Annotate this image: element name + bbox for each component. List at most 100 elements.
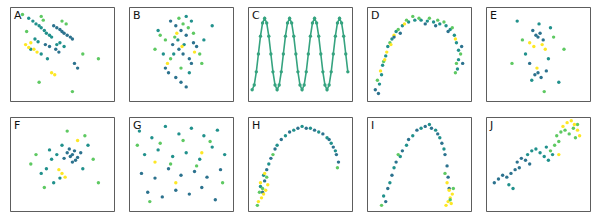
- point: [376, 79, 379, 82]
- point: [552, 35, 555, 38]
- point: [559, 130, 562, 133]
- point: [76, 139, 79, 142]
- point: [48, 148, 51, 151]
- point: [66, 151, 69, 154]
- point: [417, 17, 420, 20]
- point: [426, 19, 429, 22]
- point: [445, 181, 448, 184]
- point: [444, 204, 447, 207]
- point: [53, 73, 56, 76]
- point: [573, 123, 576, 126]
- point: [300, 125, 303, 128]
- x-axis-top: [11, 117, 115, 118]
- point: [179, 29, 182, 32]
- point: [221, 181, 224, 184]
- point: [535, 66, 538, 69]
- point: [284, 34, 287, 37]
- point: [543, 155, 546, 158]
- point: [153, 176, 156, 179]
- point: [520, 157, 523, 160]
- y-axis-right: [352, 118, 353, 212]
- point: [169, 57, 172, 60]
- point: [180, 45, 183, 48]
- axis-line: [487, 117, 591, 118]
- point: [140, 172, 143, 175]
- point: [381, 64, 384, 67]
- point: [169, 19, 172, 22]
- point: [447, 189, 450, 192]
- point: [55, 43, 58, 46]
- axis-line: [352, 118, 353, 212]
- point: [397, 28, 400, 31]
- axis-line: [487, 211, 591, 212]
- point: [305, 127, 308, 130]
- point: [436, 18, 439, 21]
- point: [58, 176, 61, 179]
- x-axis-top: [368, 117, 472, 118]
- axis-line: [590, 8, 591, 102]
- point: [159, 34, 162, 37]
- point: [336, 166, 339, 169]
- panel: J: [487, 118, 591, 212]
- point: [505, 175, 508, 178]
- point: [382, 194, 385, 197]
- point: [454, 37, 457, 40]
- point: [315, 21, 318, 24]
- point: [263, 172, 266, 175]
- point: [179, 174, 182, 177]
- point: [338, 17, 341, 20]
- axis-line: [249, 101, 353, 102]
- point: [551, 153, 554, 156]
- point: [192, 32, 195, 35]
- point: [181, 52, 184, 55]
- panel: H: [249, 118, 353, 212]
- plot-area: [380, 123, 455, 207]
- point: [513, 168, 516, 171]
- point: [71, 37, 74, 40]
- point: [202, 38, 205, 41]
- x-axis-top: [130, 7, 234, 8]
- point: [578, 134, 581, 137]
- point: [547, 57, 550, 60]
- point: [74, 159, 77, 162]
- point: [516, 19, 519, 22]
- point: [164, 66, 167, 69]
- point: [384, 54, 387, 57]
- point: [73, 149, 76, 152]
- point: [549, 149, 552, 152]
- point: [443, 153, 446, 156]
- point: [159, 142, 162, 145]
- point: [307, 52, 310, 55]
- point: [190, 19, 193, 22]
- point: [164, 125, 167, 128]
- point: [60, 172, 63, 175]
- y-axis: [486, 8, 487, 102]
- point: [25, 30, 28, 33]
- point: [298, 83, 301, 86]
- point: [330, 142, 333, 145]
- point: [507, 183, 510, 186]
- point: [34, 153, 37, 156]
- axis-line: [130, 7, 234, 8]
- point: [267, 162, 270, 165]
- point: [32, 48, 35, 51]
- point: [29, 162, 32, 165]
- panel-label: F: [14, 119, 20, 132]
- point: [327, 83, 330, 86]
- point: [300, 88, 303, 91]
- point: [576, 128, 579, 131]
- point: [532, 45, 535, 48]
- x-axis: [130, 211, 234, 212]
- point: [262, 192, 265, 195]
- point: [43, 29, 46, 32]
- point: [321, 132, 324, 135]
- point: [273, 83, 276, 86]
- x-axis: [249, 211, 353, 212]
- panel-label: G: [133, 119, 142, 132]
- panel: B: [130, 8, 234, 102]
- point: [379, 69, 382, 72]
- point: [273, 147, 276, 150]
- point: [461, 62, 464, 65]
- x-axis-top: [11, 7, 115, 8]
- point: [146, 191, 149, 194]
